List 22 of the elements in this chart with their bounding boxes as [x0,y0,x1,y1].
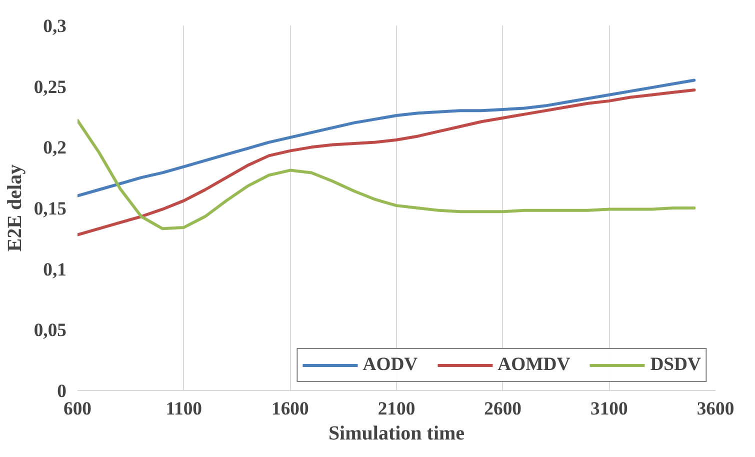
legend-label: AOMDV [498,354,570,376]
y-tick-label: 0,25 [34,76,67,98]
x-tick-label: 3600 [696,398,734,420]
y-tick-label: 0,1 [43,259,67,280]
y-tick-label: 0,05 [34,320,67,342]
y-tick-label: 0,15 [34,198,67,220]
y-tick-label: 0 [57,381,66,402]
x-tick-label: 1600 [272,398,309,420]
x-axis-title: Simulation time [328,422,465,444]
legend-label: AODV [362,354,418,376]
x-tick-label: 2600 [484,398,522,420]
line-series [78,88,696,236]
x-tick-label: 1100 [166,398,202,420]
x-tick-label: 3100 [590,398,628,420]
y-axis-title: E2E delay [4,164,26,252]
line-series [78,118,696,230]
x-tick-label: 2100 [378,398,416,420]
y-tick-label: 0,3 [43,16,67,37]
y-tick-label: 0,2 [43,138,67,159]
legend-label: DSDV [650,354,701,376]
line-series [78,78,696,198]
x-tick-label: 600 [64,398,92,420]
